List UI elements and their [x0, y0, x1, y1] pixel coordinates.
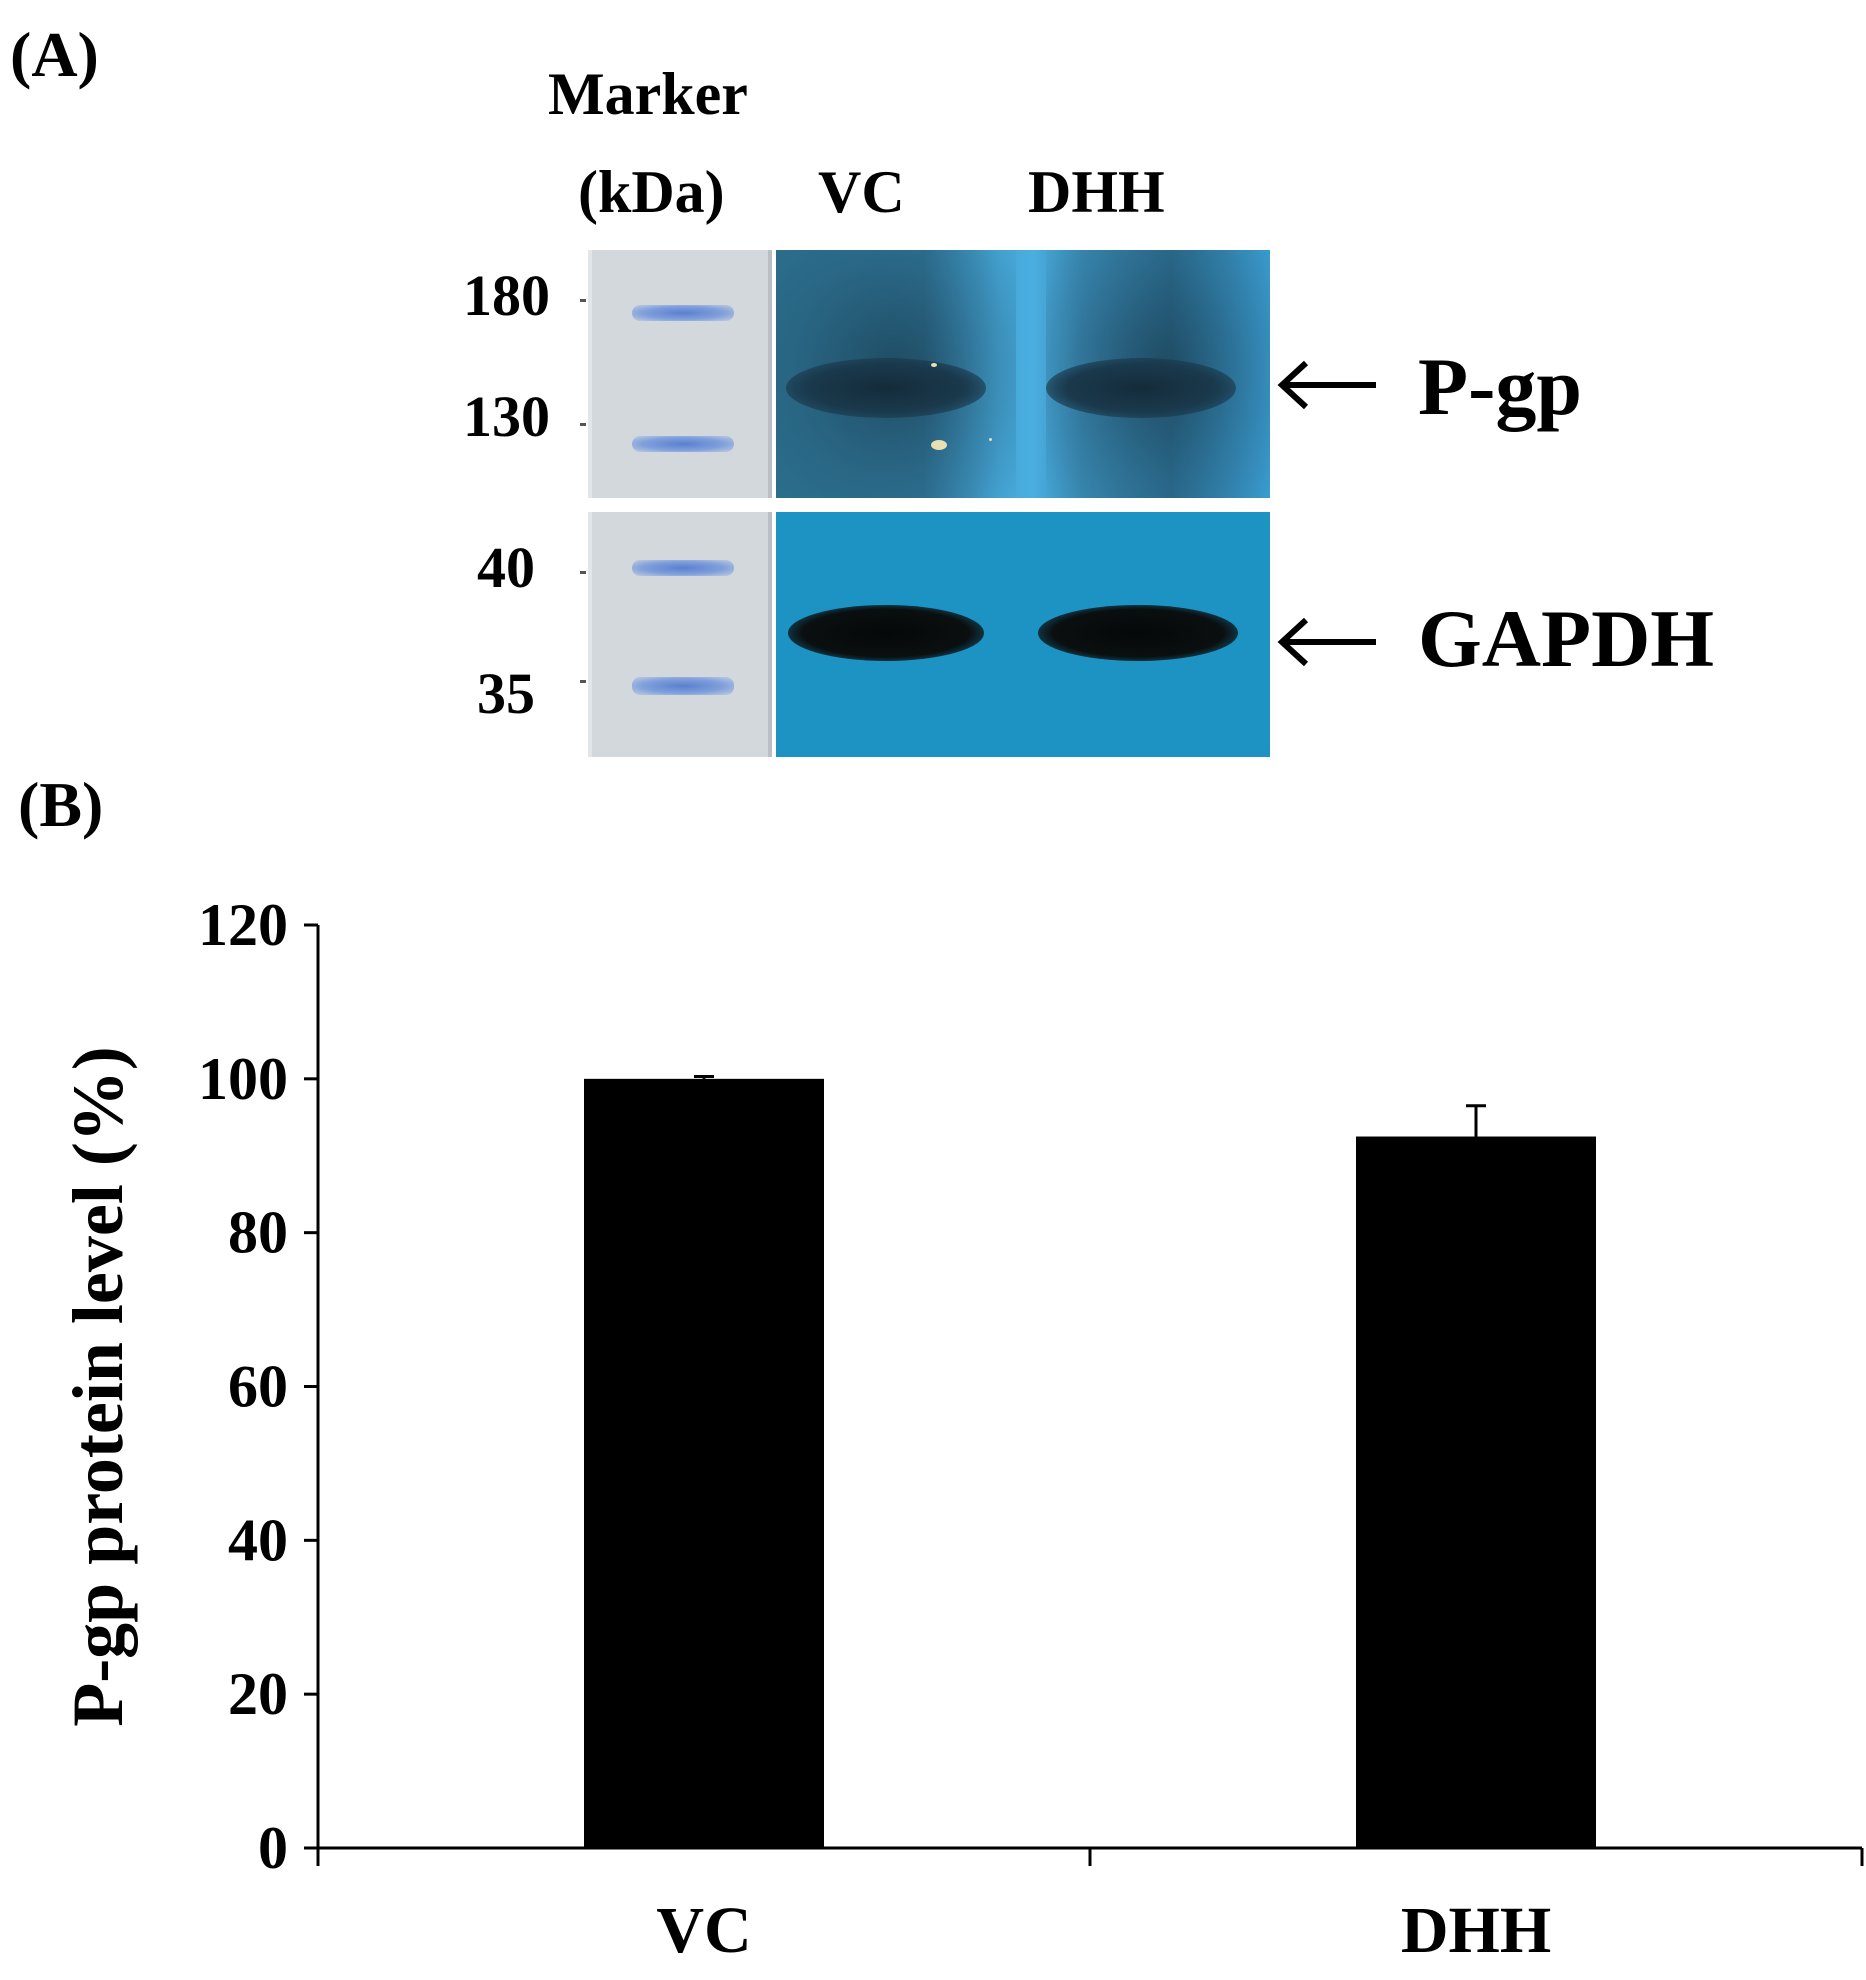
- y-tick-label: 100: [198, 1046, 288, 1112]
- gapdh-blot: [776, 512, 1270, 757]
- mw-tick-35: [580, 680, 586, 683]
- pgp-band-label: P-gp: [1418, 341, 1582, 432]
- y-tick-label: 120: [198, 892, 288, 958]
- mw-marker-130: 130: [463, 384, 550, 449]
- y-tick-label: 60: [228, 1354, 288, 1420]
- pgp-blot: [776, 250, 1270, 498]
- gapdh-band-dhh: [1038, 605, 1238, 661]
- marker-band-130: [632, 436, 734, 452]
- marker-lane-top: [588, 250, 772, 498]
- mw-marker-40: 40: [477, 535, 535, 600]
- y-tick-label: 40: [228, 1507, 288, 1573]
- pgp-band-dhh: [1046, 358, 1236, 418]
- gapdh-band-label: GAPDH: [1418, 593, 1715, 684]
- mw-marker-35: 35: [477, 661, 535, 726]
- panel-a-label: (A): [10, 19, 99, 90]
- gapdh-arrow-icon: [1277, 617, 1376, 667]
- y-tick-label: 0: [258, 1815, 288, 1881]
- marker-band-35: [632, 677, 734, 695]
- x-tick-label-vc: VC: [656, 1894, 751, 1967]
- panel-b-label: (B): [18, 769, 104, 840]
- mw-marker-180: 180: [463, 263, 550, 328]
- marker-label: Marker: [548, 61, 748, 127]
- pgp-arrow-icon: [1277, 360, 1376, 410]
- y-tick-label: 20: [228, 1661, 288, 1727]
- mw-tick-130: [580, 423, 586, 426]
- y-tick-label: 80: [228, 1200, 288, 1266]
- marker-band-40: [632, 560, 734, 576]
- lane-label-dhh: DHH: [1028, 159, 1165, 225]
- kda-label: (kDa): [578, 159, 725, 225]
- lane-label-vc: VC: [818, 159, 905, 225]
- x-tick-label-dhh: DHH: [1401, 1894, 1551, 1967]
- gapdh-band-vc: [788, 605, 984, 661]
- y-axis-title: P-gp protein level (%): [58, 1046, 138, 1727]
- mw-tick-180: [580, 299, 586, 302]
- mw-tick-40: [580, 571, 586, 574]
- bar-dhh: [1356, 1136, 1596, 1848]
- bar-vc: [584, 1078, 824, 1848]
- marker-lane-bottom: [588, 512, 772, 757]
- pgp-band-vc: [786, 358, 986, 418]
- marker-band-180: [632, 305, 734, 321]
